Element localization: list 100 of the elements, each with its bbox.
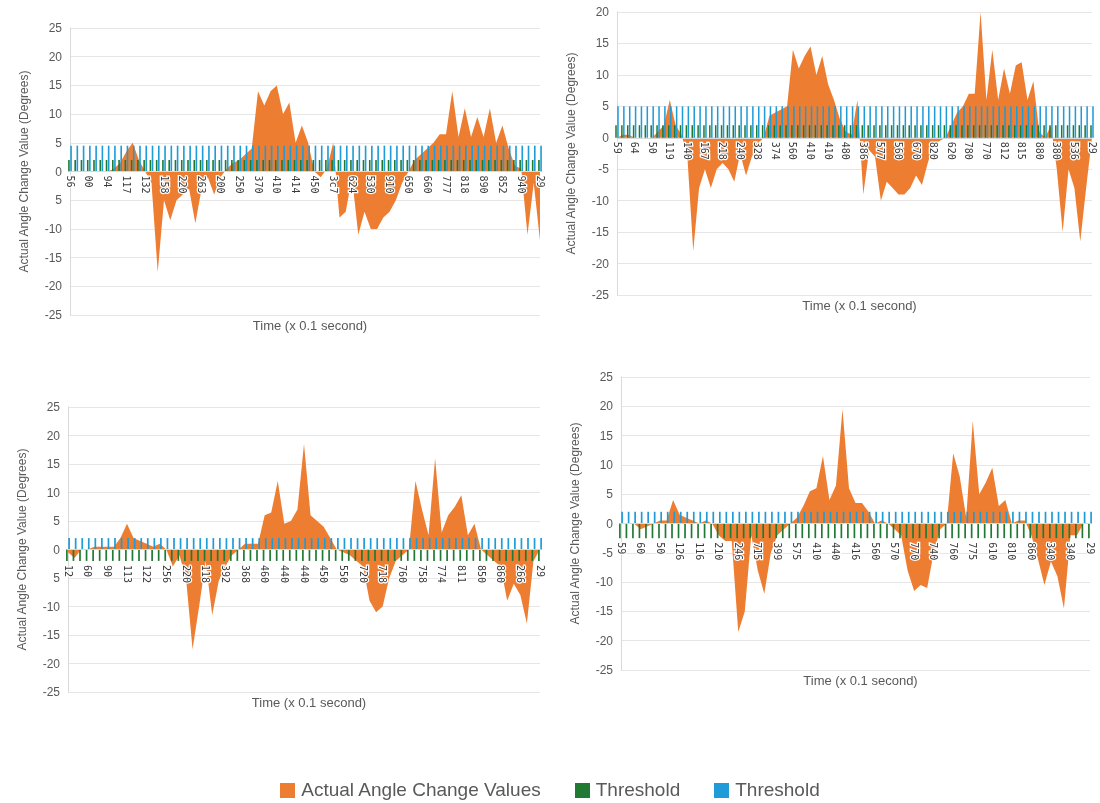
x-tick-label: 126	[674, 542, 686, 561]
x-tick-label: 810	[1006, 542, 1018, 561]
x-tick-label: 94	[102, 175, 114, 188]
y-axis-title: Actual Angle Change Value (Degrees)	[15, 448, 29, 651]
x-tick-label: 416	[850, 542, 861, 561]
y-tick-label: 25	[46, 400, 61, 414]
x-tick-label: 00	[83, 175, 95, 188]
y-tick-label: -5	[602, 545, 614, 560]
x-tick-label: 740	[928, 542, 940, 561]
x-tick-label: 770	[980, 141, 992, 160]
x-tick-label: 122	[141, 564, 153, 583]
x-axis-title: Time (x 0.1 second)	[252, 318, 368, 333]
y-tick-label: 5	[55, 135, 63, 150]
x-tick-label: 158	[158, 175, 170, 194]
x-tick-label: 116	[693, 542, 705, 561]
x-tick-label: 132	[139, 175, 151, 194]
x-tick-label: 266	[514, 564, 526, 583]
x-tick-label: 50	[646, 141, 658, 154]
y-axis-title: Actual Angle Change Value (Degrees)	[17, 70, 31, 273]
x-tick-label: 775	[967, 542, 979, 561]
y-tick-label: -25	[44, 308, 63, 322]
x-tick-label: 774	[436, 564, 448, 583]
x-tick-label: 460	[259, 564, 271, 583]
x-tick-label: 860	[1025, 542, 1037, 561]
x-tick-label: 167	[699, 141, 711, 160]
x-tick-label: 59	[615, 542, 627, 555]
x-tick-label: 263	[196, 175, 208, 194]
x-tick-label: 64	[629, 141, 641, 154]
x-tick-label: 575	[791, 542, 803, 561]
y-tick-label: 15	[46, 457, 61, 471]
x-tick-label: 210	[713, 542, 725, 561]
y-tick-label: 10	[595, 67, 610, 82]
x-tick-label: 850	[475, 564, 487, 583]
y-tick-label: 20	[48, 49, 63, 64]
x-tick-label: 760	[947, 542, 959, 561]
y-tick-label: 20	[595, 5, 610, 19]
x-tick-label: 113	[121, 564, 133, 583]
y-tick-label: -5	[598, 162, 610, 177]
x-axis-title: Time (x 0.1 second)	[803, 673, 918, 688]
x-tick-label: 90	[101, 564, 113, 577]
x-tick-label: 60	[82, 564, 94, 577]
y-tick-label: 0	[53, 542, 61, 557]
x-tick-label: 440	[298, 564, 310, 583]
y-tick-label: 10	[46, 485, 61, 500]
y-tick-label: 20	[46, 428, 61, 443]
y-tick-label: -25	[595, 663, 614, 677]
x-tick-label: 811	[455, 564, 467, 583]
x-tick-label: 450	[318, 564, 330, 583]
y-tick-label: -10	[44, 221, 63, 236]
x-tick-label: 777	[440, 175, 452, 194]
y-axis-title: Actual Angle Change Value (Degrees)	[564, 52, 578, 255]
y-tick-label: 0	[55, 164, 63, 179]
x-tick-label: 246	[732, 542, 744, 561]
x-tick-label: 577	[875, 141, 887, 160]
y-tick-label: -10	[42, 599, 61, 614]
y-tick-label: 10	[599, 457, 614, 472]
legend-label: Actual Angle Change Values	[301, 779, 541, 801]
x-tick-label: 440	[278, 564, 290, 583]
x-tick-label: 29	[534, 175, 546, 188]
x-tick-label: 370	[252, 175, 264, 194]
x-tick-label: 670	[910, 141, 922, 160]
x-tick-label: 119	[664, 141, 676, 160]
y-tick-label: 15	[595, 36, 610, 51]
y-tick-label: 20	[599, 399, 614, 414]
x-tick-label: 380	[1051, 141, 1063, 160]
x-tick-label: 56	[64, 175, 76, 188]
x-tick-label: 536	[1068, 141, 1080, 160]
x-tick-label: 620	[945, 141, 957, 160]
y-tick-label: -10	[591, 193, 610, 208]
x-tick-label: 240	[734, 141, 746, 160]
y-tick-label: -25	[591, 288, 610, 302]
x-axis-title: Time (x 0.1 second)	[802, 298, 917, 313]
y-tick-label: 15	[599, 428, 614, 443]
y-tick-label: 25	[599, 370, 614, 384]
legend-label: Threshold	[595, 779, 681, 801]
x-tick-label: 570	[889, 542, 901, 561]
x-tick-label: 200	[214, 175, 226, 194]
y-tick-label: -20	[595, 633, 614, 648]
x-tick-label: 392	[219, 564, 231, 583]
y-tick-label: -20	[42, 656, 61, 671]
x-tick-label: 140	[681, 141, 693, 160]
x-tick-label: 386	[857, 141, 869, 160]
x-tick-label: 340	[1064, 542, 1076, 561]
y-tick-label: 0	[606, 516, 614, 531]
y-tick-label: -20	[591, 256, 610, 271]
x-tick-label: 117	[120, 175, 132, 194]
x-tick-label: 550	[337, 564, 349, 583]
x-tick-label: 410	[822, 141, 834, 160]
x-tick-label: 650	[402, 175, 414, 194]
x-tick-label: 340	[1045, 542, 1057, 561]
x-tick-label: 530	[365, 175, 377, 194]
x-tick-label: 610	[986, 542, 998, 561]
y-tick-label: -15	[44, 250, 63, 265]
x-tick-label: 940	[515, 175, 527, 194]
x-tick-label: 720	[357, 564, 369, 583]
x-tick-label: 760	[396, 564, 408, 583]
x-tick-label: 29	[1086, 141, 1098, 154]
x-tick-label: 374	[769, 141, 781, 160]
x-tick-label: 368	[239, 564, 251, 583]
y-tick-label: 5	[53, 571, 61, 585]
